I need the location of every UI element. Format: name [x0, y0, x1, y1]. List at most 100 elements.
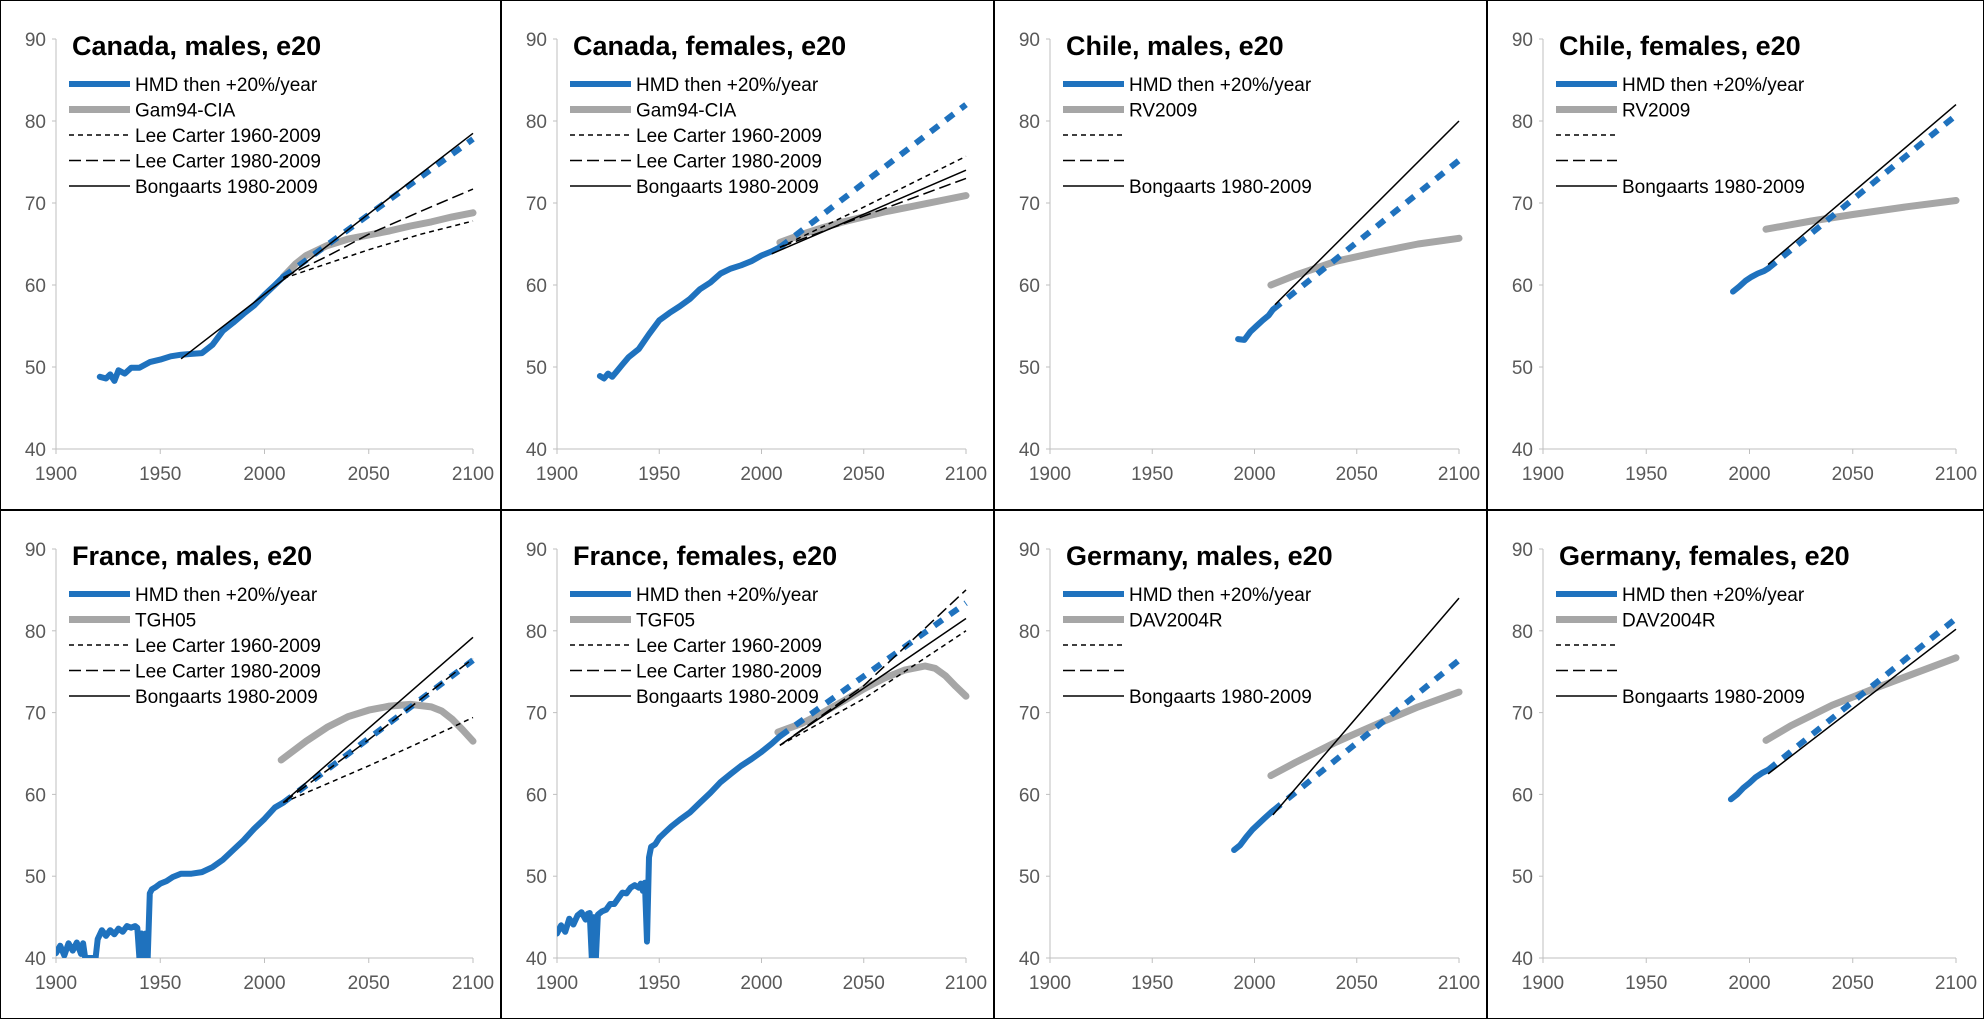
- series-hmd-then-20-year-projection: [1766, 112, 1958, 271]
- x-tick-label: 2050: [843, 464, 885, 485]
- x-tick-label: 2100: [1438, 464, 1480, 485]
- series-hmd-then-20-year: [1730, 265, 1772, 295]
- series-bongaarts-1980-2009: [1767, 104, 1957, 266]
- y-tick-label: 50: [1019, 867, 1040, 888]
- legend-label: Bongaarts 1980-2009: [1622, 177, 1805, 198]
- legend-label: HMD then +20%/year: [1129, 75, 1312, 96]
- legend-label: Bongaarts 1980-2009: [1129, 177, 1312, 198]
- y-tick-label: 90: [1512, 540, 1533, 561]
- legend-label: HMD then +20%/year: [1622, 75, 1805, 96]
- y-tick-label: 50: [25, 867, 46, 888]
- legend-label: RV2009: [1622, 101, 1690, 122]
- series-bongaarts-1980-2009: [1274, 120, 1460, 306]
- y-tick-label: 40: [1512, 949, 1533, 970]
- y-tick-label: 90: [526, 30, 547, 51]
- series-hmd-then-20-year-projection: [1271, 158, 1461, 312]
- legend-label: Lee Carter 1980-2009: [636, 152, 822, 173]
- legend-label: Bongaarts 1980-2009: [636, 687, 819, 708]
- x-tick-label: 2000: [1728, 973, 1770, 994]
- chart-panel-1: 40 50 60 70 80 90 1900 1950 2000 2050 2100 Canada, …: [0, 0, 501, 510]
- y-tick-label: 90: [526, 540, 547, 561]
- legend-label: DAV2004R: [1129, 611, 1223, 632]
- x-tick-label: 2100: [1935, 464, 1977, 485]
- y-tick-label: 60: [25, 785, 46, 806]
- y-tick-label: 80: [526, 622, 547, 643]
- legend-label: HMD then +20%/year: [636, 585, 819, 606]
- y-tick-label: 40: [25, 440, 46, 461]
- series-hmd-then-20-year-projection: [1766, 616, 1958, 773]
- x-tick-label: 1950: [638, 464, 680, 485]
- x-tick-label: 1950: [139, 464, 181, 485]
- chart-svg: 40 50 60 70 80 90 1900 1950 2000 2050 2100 Chile, f…: [1512, 30, 1977, 485]
- series-lee-carter-1960-2009: [779, 155, 967, 248]
- legend-label: Bongaarts 1980-2009: [636, 177, 819, 198]
- x-tick-label: 1900: [35, 464, 77, 485]
- legend-label: Lee Carter 1980-2009: [636, 662, 822, 683]
- chart-svg: 40 50 60 70 80 90 1900 1950 2000 2050 2100 Germany,…: [1019, 540, 1480, 994]
- x-tick-label: 2000: [740, 973, 782, 994]
- series-tgh05: [277, 700, 477, 764]
- chart-panel-6: 40 50 60 70 80 90 1900 1950 2000 2050 2100 France, …: [501, 510, 994, 1019]
- chart-title: Germany, females, e20: [1559, 541, 1850, 571]
- y-tick-label: 60: [1019, 785, 1040, 806]
- x-tick-label: 2100: [452, 973, 494, 994]
- y-tick-label: 80: [1512, 112, 1533, 133]
- series-hmd-then-20-year: [1235, 306, 1276, 343]
- legend-label: TGH05: [135, 611, 196, 632]
- x-tick-label: 2100: [1935, 973, 1977, 994]
- series-bongaarts-1980-2009: [771, 169, 967, 255]
- chart-svg: 40 50 60 70 80 90 1900 1950 2000 2050 2100 Germany,…: [1512, 540, 1977, 994]
- legend-label: HMD then +20%/year: [1129, 585, 1312, 606]
- chart-title: Chile, females, e20: [1559, 31, 1801, 61]
- chart-title: France, males, e20: [72, 541, 312, 571]
- y-tick-label: 90: [25, 30, 46, 51]
- series-lee-carter-1960-2009: [779, 630, 967, 746]
- series-gam94-cia: [279, 209, 477, 281]
- x-tick-label: 2050: [1336, 464, 1378, 485]
- series-dav2004r: [1762, 654, 1960, 744]
- chart-panel-4: 40 50 60 70 80 90 1900 1950 2000 2050 2100 Chile, f…: [1487, 0, 1984, 510]
- x-tick-label: 2000: [243, 973, 285, 994]
- chart-panel-7: 40 50 60 70 80 90 1900 1950 2000 2050 2100 Germany,…: [994, 510, 1487, 1019]
- y-tick-label: 60: [1019, 276, 1040, 297]
- plot-area: [557, 589, 970, 958]
- plot-area: [1231, 597, 1463, 853]
- x-tick-label: 2000: [740, 464, 782, 485]
- series-hmd-then-20-year: [557, 733, 783, 958]
- series-rv2009: [1762, 197, 1960, 233]
- x-tick-label: 1950: [1625, 464, 1667, 485]
- y-tick-label: 70: [1019, 704, 1040, 725]
- y-tick-label: 80: [1512, 622, 1533, 643]
- legend-label: HMD then +20%/year: [135, 585, 318, 606]
- plot-area: [1730, 104, 1960, 295]
- x-tick-label: 1950: [1625, 973, 1667, 994]
- y-tick-label: 70: [526, 704, 547, 725]
- x-tick-label: 2100: [1438, 973, 1480, 994]
- x-tick-label: 1950: [1131, 464, 1173, 485]
- series-hmd-then-20-year-projection: [778, 600, 968, 739]
- y-tick-label: 40: [1019, 949, 1040, 970]
- y-tick-label: 80: [1019, 622, 1040, 643]
- chart-title: Canada, females, e20: [573, 31, 846, 61]
- chart-panel-8: 40 50 60 70 80 90 1900 1950 2000 2050 2100 Germany,…: [1487, 510, 1984, 1019]
- legend-label: HMD then +20%/year: [135, 75, 318, 96]
- y-tick-label: 50: [1512, 358, 1533, 379]
- y-tick-label: 60: [1512, 276, 1533, 297]
- legend-label: Gam94-CIA: [636, 101, 737, 122]
- chart-title: Chile, males, e20: [1066, 31, 1284, 61]
- x-tick-label: 1900: [1029, 464, 1071, 485]
- y-tick-label: 70: [25, 704, 46, 725]
- legend-label: RV2009: [1129, 101, 1197, 122]
- y-tick-label: 50: [25, 358, 46, 379]
- chart-svg: 40 50 60 70 80 90 1900 1950 2000 2050 2100 Canada, …: [526, 30, 987, 485]
- series-bongaarts-1980-2009: [282, 636, 474, 804]
- x-tick-label: 2000: [1728, 464, 1770, 485]
- x-tick-label: 2050: [1832, 973, 1874, 994]
- x-tick-label: 1900: [35, 973, 77, 994]
- x-tick-label: 1900: [1029, 973, 1071, 994]
- y-tick-label: 90: [25, 540, 46, 561]
- series-bongaarts-1980-2009: [1767, 628, 1957, 775]
- legend-label: HMD then +20%/year: [636, 75, 819, 96]
- legend-label: Gam94-CIA: [135, 101, 236, 122]
- plot-area: [96, 132, 477, 384]
